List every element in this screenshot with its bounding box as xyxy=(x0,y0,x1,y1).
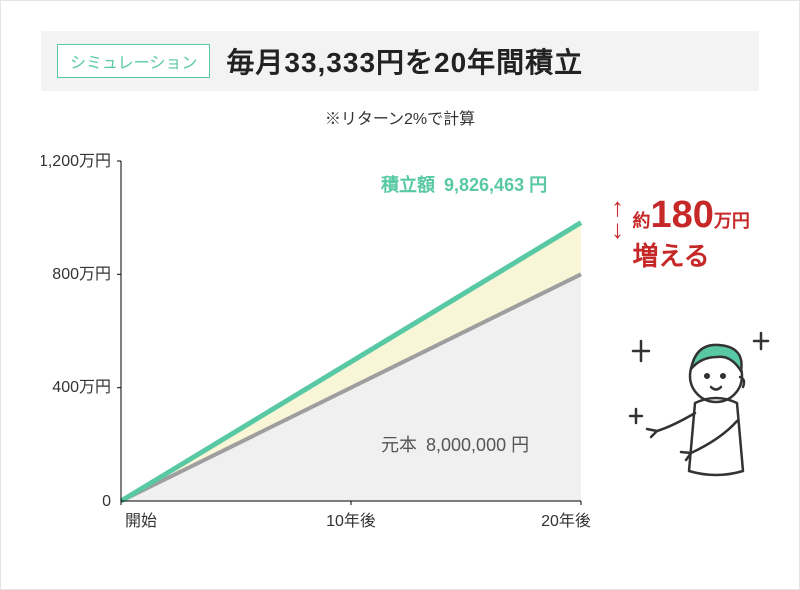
increase-callout: ↑↓ 約180万円 増える xyxy=(611,196,791,273)
header-bar: シミュレーション 毎月33,333円を20年間積立 xyxy=(41,31,759,91)
investment-chart: 0 400万円 800万円 1,200万円 開始 10年後 20年後 積立額 9… xyxy=(41,141,601,541)
callout-line2: 増える xyxy=(632,236,749,273)
ytick-800: 800万円 xyxy=(52,266,111,283)
updown-arrow-icon: ↑↓ xyxy=(611,196,624,240)
infographic-card: シミュレーション 毎月33,333円を20年間積立 ※リターン2%で計算 0 4… xyxy=(0,0,800,590)
xtick-10y: 10年後 xyxy=(326,512,376,530)
callout-big: 180 xyxy=(650,194,713,236)
ytick-400: 400万円 xyxy=(52,379,111,396)
sparkle-icon xyxy=(630,333,768,423)
person-illustration xyxy=(621,321,781,521)
xtick-20y: 20年後 xyxy=(541,512,591,530)
ytick-0: 0 xyxy=(102,493,111,510)
principal-label: 元本 8,000,000 円 xyxy=(381,435,529,455)
xtick-start: 開始 xyxy=(125,512,157,530)
invested-label: 積立額 9,826,463 円 xyxy=(380,174,547,195)
subtitle-text: ※リターン2%で計算 xyxy=(1,105,799,129)
title-text: 毎月33,333円を20年間積立 xyxy=(226,41,583,81)
callout-prefix: 約 xyxy=(632,211,650,231)
callout-unit: 万円 xyxy=(714,211,750,231)
simulation-tag: シミュレーション xyxy=(57,44,210,78)
ytick-1200: 1,200万円 xyxy=(41,153,111,170)
